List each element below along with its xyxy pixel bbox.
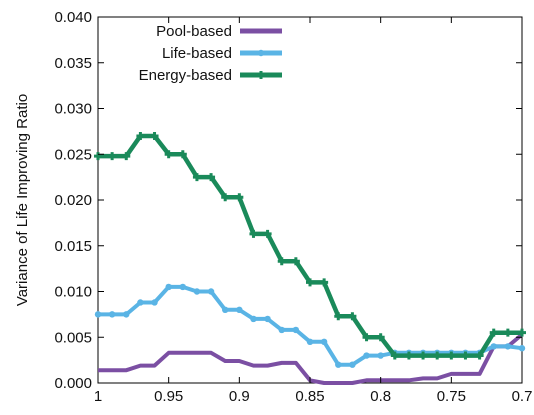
- data-point: [137, 299, 144, 306]
- x-tick-label: 0.9: [229, 388, 250, 405]
- data-point: [447, 351, 456, 360]
- series-line: [98, 133, 522, 358]
- x-tick-label: 0.7: [512, 388, 533, 405]
- data-point: [433, 351, 442, 360]
- data-point: [320, 338, 328, 346]
- data-point: [222, 306, 229, 313]
- legend: Pool-based Life-based Energy-based: [139, 23, 282, 84]
- data-point: [165, 283, 172, 291]
- data-point: [377, 352, 384, 359]
- data-point: [461, 351, 470, 360]
- data-point: [376, 333, 385, 342]
- data-point: [320, 278, 329, 287]
- data-point: [150, 131, 159, 140]
- y-tick-label: 0.005: [54, 329, 92, 346]
- data-point: [249, 229, 258, 238]
- data-point: [94, 311, 102, 318]
- data-point: [136, 131, 145, 140]
- data-point: [334, 312, 343, 321]
- data-point: [348, 312, 357, 321]
- data-point: [264, 315, 271, 323]
- data-point: [193, 288, 201, 295]
- data-point: [404, 351, 413, 360]
- data-point: [108, 311, 116, 318]
- legend-label: Pool-based: [156, 23, 232, 40]
- y-tick-label: 0.030: [54, 101, 92, 118]
- data-point: [122, 152, 131, 161]
- x-tick-label: 1: [94, 388, 102, 405]
- data-point: [123, 311, 130, 318]
- x-tick-label: 0.75: [437, 388, 466, 405]
- y-axis-title: Variance of Life Improving Ratio: [14, 94, 31, 306]
- legend-label: Energy-based: [139, 67, 232, 84]
- data-point: [236, 306, 243, 313]
- data-point: [306, 338, 314, 346]
- legend-label: Life-based: [162, 45, 232, 62]
- series-line: [98, 284, 523, 367]
- data-point: [362, 333, 371, 342]
- x-tick-label: 0.8: [370, 388, 391, 405]
- legend-item: Energy-based: [139, 67, 282, 84]
- data-point: [178, 150, 187, 159]
- series-energy-based: [94, 131, 526, 360]
- data-point: [250, 315, 257, 323]
- series-layer: [94, 131, 526, 385]
- y-tick-label: 0.035: [54, 55, 92, 72]
- data-point: [108, 152, 117, 161]
- data-point: [475, 351, 484, 360]
- data-point: [291, 257, 300, 266]
- data-point: [278, 326, 285, 334]
- y-tick-label: 0.010: [54, 284, 92, 301]
- data-point: [207, 173, 216, 182]
- y-tick-label: 0.025: [54, 146, 92, 163]
- data-point: [207, 288, 215, 295]
- legend-item: Life-based: [162, 45, 282, 62]
- data-point: [235, 193, 244, 202]
- y-tick-label: 0.040: [54, 9, 92, 26]
- data-point: [221, 193, 230, 202]
- ticks-layer: 0.000 0.005 0.010 0.015 0.020 0.025 0.030 0.035…: [54, 9, 532, 405]
- legend-item: Pool-based: [156, 23, 282, 40]
- data-point: [94, 152, 102, 161]
- y-tick-label: 0.000: [54, 375, 92, 392]
- data-point: [179, 283, 186, 291]
- y-tick-label: 0.015: [54, 238, 92, 255]
- data-point: [306, 278, 314, 287]
- data-point: [164, 150, 173, 159]
- x-tick-label: 0.85: [295, 388, 324, 405]
- data-point: [335, 361, 342, 368]
- data-point: [518, 328, 526, 337]
- data-point: [292, 326, 300, 334]
- data-point: [263, 229, 272, 238]
- data-point: [518, 345, 526, 352]
- data-point: [349, 361, 356, 368]
- legend-marker: [257, 49, 265, 57]
- data-point: [192, 173, 201, 182]
- data-point: [490, 343, 497, 350]
- data-point: [390, 351, 399, 360]
- data-point: [151, 299, 158, 306]
- data-point: [419, 351, 428, 360]
- x-tick-label: 0.95: [154, 388, 183, 405]
- data-point: [504, 343, 512, 350]
- data-point: [363, 352, 370, 359]
- y-tick-label: 0.020: [54, 192, 92, 209]
- data-point: [503, 328, 512, 337]
- data-point: [277, 257, 286, 266]
- legend-marker: [257, 71, 265, 79]
- data-point: [489, 328, 498, 337]
